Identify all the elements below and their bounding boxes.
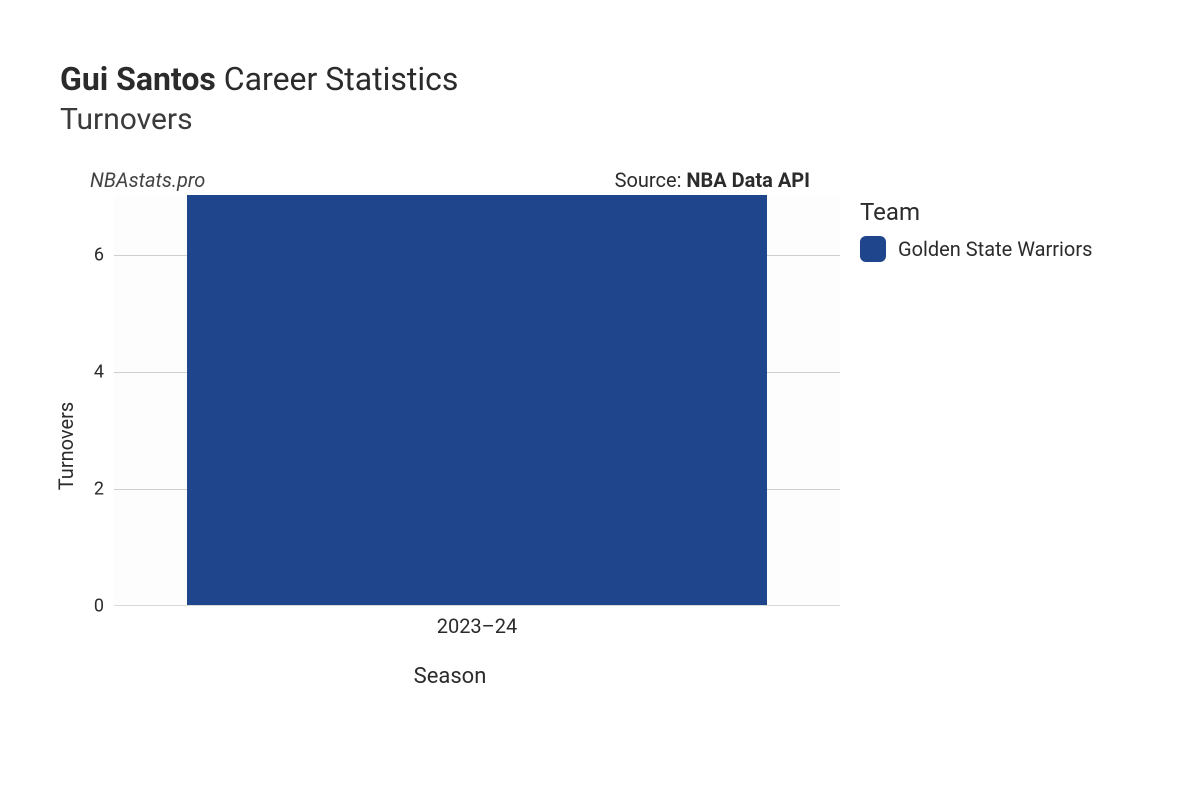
plot-area: 02462023–24 [114,196,840,606]
meta-row: NBAstats.pro Source: NBA Data API [90,168,840,192]
y-tick-label: 6 [64,244,104,265]
legend-items: Golden State Warriors [860,236,1092,262]
plot-wrap: Turnovers 02462023–24 Season [60,196,840,696]
chart-subtitle: Turnovers [60,102,458,137]
chart-title: Gui Santos Career Statistics [60,60,458,98]
source-credit: Source: NBA Data API [615,168,810,192]
y-axis-title: Turnovers [54,402,78,490]
x-tick-label: 2023–24 [437,614,518,638]
title-block: Gui Santos Career Statistics Turnovers [60,60,458,137]
x-axis-line [114,605,840,606]
legend-swatch [860,236,886,262]
source-name: NBA Data API [686,168,810,192]
title-player-name: Gui Santos [60,60,216,98]
bar [187,195,768,605]
x-axis-title: Season [60,664,840,689]
legend-label: Golden State Warriors [898,237,1092,261]
legend: Team Golden State Warriors [860,198,1092,262]
legend-item: Golden State Warriors [860,236,1092,262]
y-tick-label: 0 [64,596,104,617]
y-tick-label: 4 [64,361,104,382]
source-label: Source: [615,168,687,192]
site-credit: NBAstats.pro [90,168,205,192]
y-tick-label: 2 [64,478,104,499]
chart-container: Gui Santos Career Statistics Turnovers N… [0,0,1200,800]
title-suffix: Career Statistics [216,60,459,98]
legend-title: Team [860,198,1092,226]
